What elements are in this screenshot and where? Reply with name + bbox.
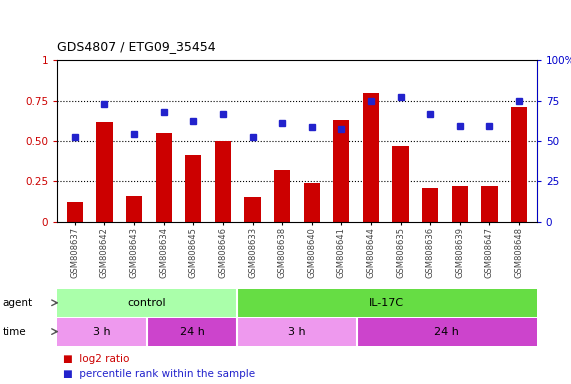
Bar (147, 318, 237, 346)
Bar (244, 197, 260, 222)
Bar (96, 122, 112, 222)
Text: ■  percentile rank within the sample: ■ percentile rank within the sample (63, 369, 255, 379)
Text: 24 h: 24 h (435, 326, 459, 337)
Bar (155, 133, 172, 222)
Text: 3 h: 3 h (288, 326, 305, 337)
Bar (215, 141, 231, 222)
Bar (357, 318, 537, 346)
Bar (363, 93, 379, 222)
Bar (185, 156, 202, 222)
Bar (333, 120, 349, 222)
Bar (422, 188, 439, 222)
Text: control: control (128, 298, 166, 308)
Text: ■  log2 ratio: ■ log2 ratio (63, 354, 129, 364)
Bar (274, 170, 290, 222)
Bar (452, 186, 468, 222)
Bar (237, 289, 537, 317)
Text: 3 h: 3 h (93, 326, 111, 337)
Bar (237, 318, 357, 346)
Bar (511, 107, 527, 222)
Bar (126, 196, 142, 222)
Bar (67, 202, 83, 222)
Bar (392, 146, 409, 222)
Text: time: time (3, 326, 26, 337)
Bar (57, 318, 147, 346)
Text: 24 h: 24 h (179, 326, 204, 337)
Text: agent: agent (3, 298, 33, 308)
Bar (481, 186, 497, 222)
Bar (57, 289, 237, 317)
Text: IL-17C: IL-17C (369, 298, 404, 308)
Bar (304, 183, 320, 222)
Text: GDS4807 / ETG09_35454: GDS4807 / ETG09_35454 (57, 40, 216, 53)
